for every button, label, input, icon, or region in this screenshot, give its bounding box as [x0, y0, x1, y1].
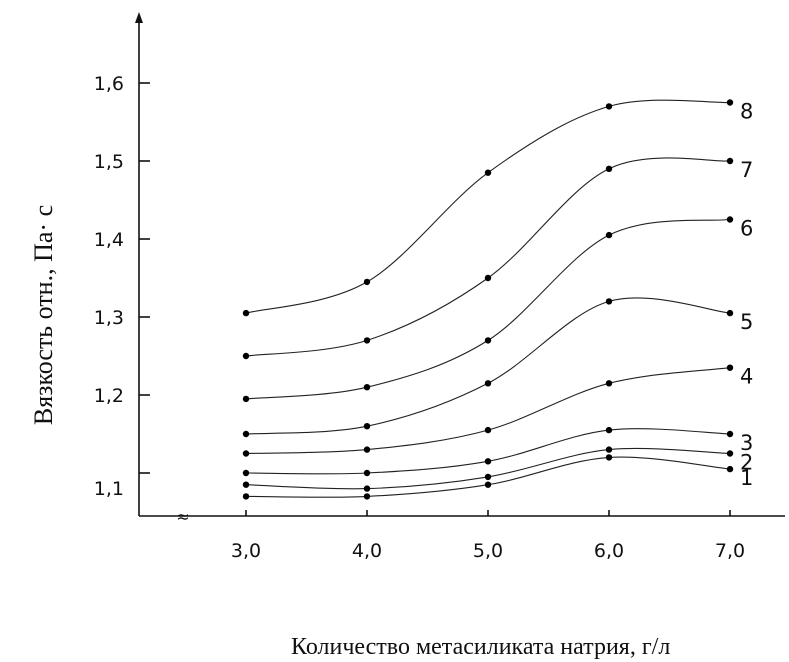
x-tick-label: 3,0 — [231, 540, 261, 562]
x-tick-label: 5,0 — [473, 540, 503, 562]
data-point — [605, 103, 613, 110]
x-tick-label: 7,0 — [715, 540, 745, 562]
data-point — [363, 493, 371, 500]
series-line-6 — [245, 218, 731, 400]
axes: ≈ — [135, 12, 785, 526]
x-tick-label: 4,0 — [352, 540, 382, 562]
data-point — [242, 493, 250, 500]
data-point — [484, 426, 492, 434]
y-tick-label: 1,6 — [94, 73, 124, 95]
y-tick-label: 1,1 — [94, 478, 124, 500]
data-point — [484, 337, 492, 344]
data-point — [242, 395, 250, 403]
series-label: 7 — [740, 158, 753, 182]
y-tick-label: 1,3 — [94, 307, 124, 329]
series-line-7 — [245, 157, 731, 357]
series-label: 2 — [740, 451, 753, 475]
data-point — [605, 380, 613, 387]
data-point — [484, 169, 492, 176]
data-point — [363, 337, 371, 344]
series-label: 3 — [740, 431, 753, 455]
series-points — [242, 99, 734, 500]
data-point — [726, 364, 734, 371]
series-label: 8 — [740, 100, 753, 124]
data-point — [242, 450, 250, 457]
data-point — [484, 458, 492, 465]
x-axis-break-mark: ≈ — [176, 507, 189, 526]
data-point — [726, 450, 734, 457]
data-point — [242, 481, 250, 488]
series-line-3 — [245, 428, 731, 475]
series-labels: 123 4 5 6 7 8 — [740, 100, 753, 491]
data-point — [242, 469, 250, 477]
y-tick-label: 1,2 — [94, 385, 124, 407]
data-point — [484, 481, 492, 488]
data-point — [726, 430, 734, 438]
data-point — [605, 165, 613, 172]
data-point — [363, 278, 371, 286]
x-axis-label: Количество метасиликата натрия, г/л — [291, 634, 670, 660]
data-point — [605, 298, 613, 305]
data-point — [605, 446, 613, 453]
y-ticks: 1,1 1,2 1,3 1,4 1,5 1,6 — [94, 73, 150, 500]
data-point — [605, 454, 613, 461]
y-axis-arrow-icon — [135, 12, 143, 23]
series-line-5 — [245, 297, 731, 435]
data-point — [605, 426, 613, 434]
data-point — [726, 216, 734, 223]
data-point — [484, 274, 492, 282]
data-point — [363, 423, 371, 430]
data-point — [726, 157, 734, 165]
data-point — [726, 465, 734, 473]
y-axis-label: Вязкость отн., Па· с — [29, 205, 58, 425]
series-label: 6 — [740, 217, 753, 241]
data-point — [363, 485, 371, 492]
series-curves — [245, 99, 731, 498]
data-point — [363, 469, 371, 477]
y-tick-label: 1,4 — [94, 229, 124, 251]
data-point — [726, 99, 734, 106]
series-label: 5 — [740, 310, 753, 334]
data-point — [484, 473, 492, 481]
data-point — [726, 309, 734, 317]
data-point — [242, 309, 250, 317]
y-tick-label: 1,5 — [94, 151, 124, 173]
series-label: 4 — [740, 365, 753, 389]
x-ticks: 3,0 4,0 5,0 6,0 7,0 — [231, 510, 745, 562]
x-tick-label: 6,0 — [594, 540, 624, 562]
data-point — [484, 380, 492, 387]
data-point — [242, 352, 250, 360]
series-label: 1 — [740, 466, 753, 490]
data-point — [363, 446, 371, 453]
data-point — [605, 231, 613, 239]
data-point — [242, 430, 250, 438]
data-point — [363, 384, 371, 391]
